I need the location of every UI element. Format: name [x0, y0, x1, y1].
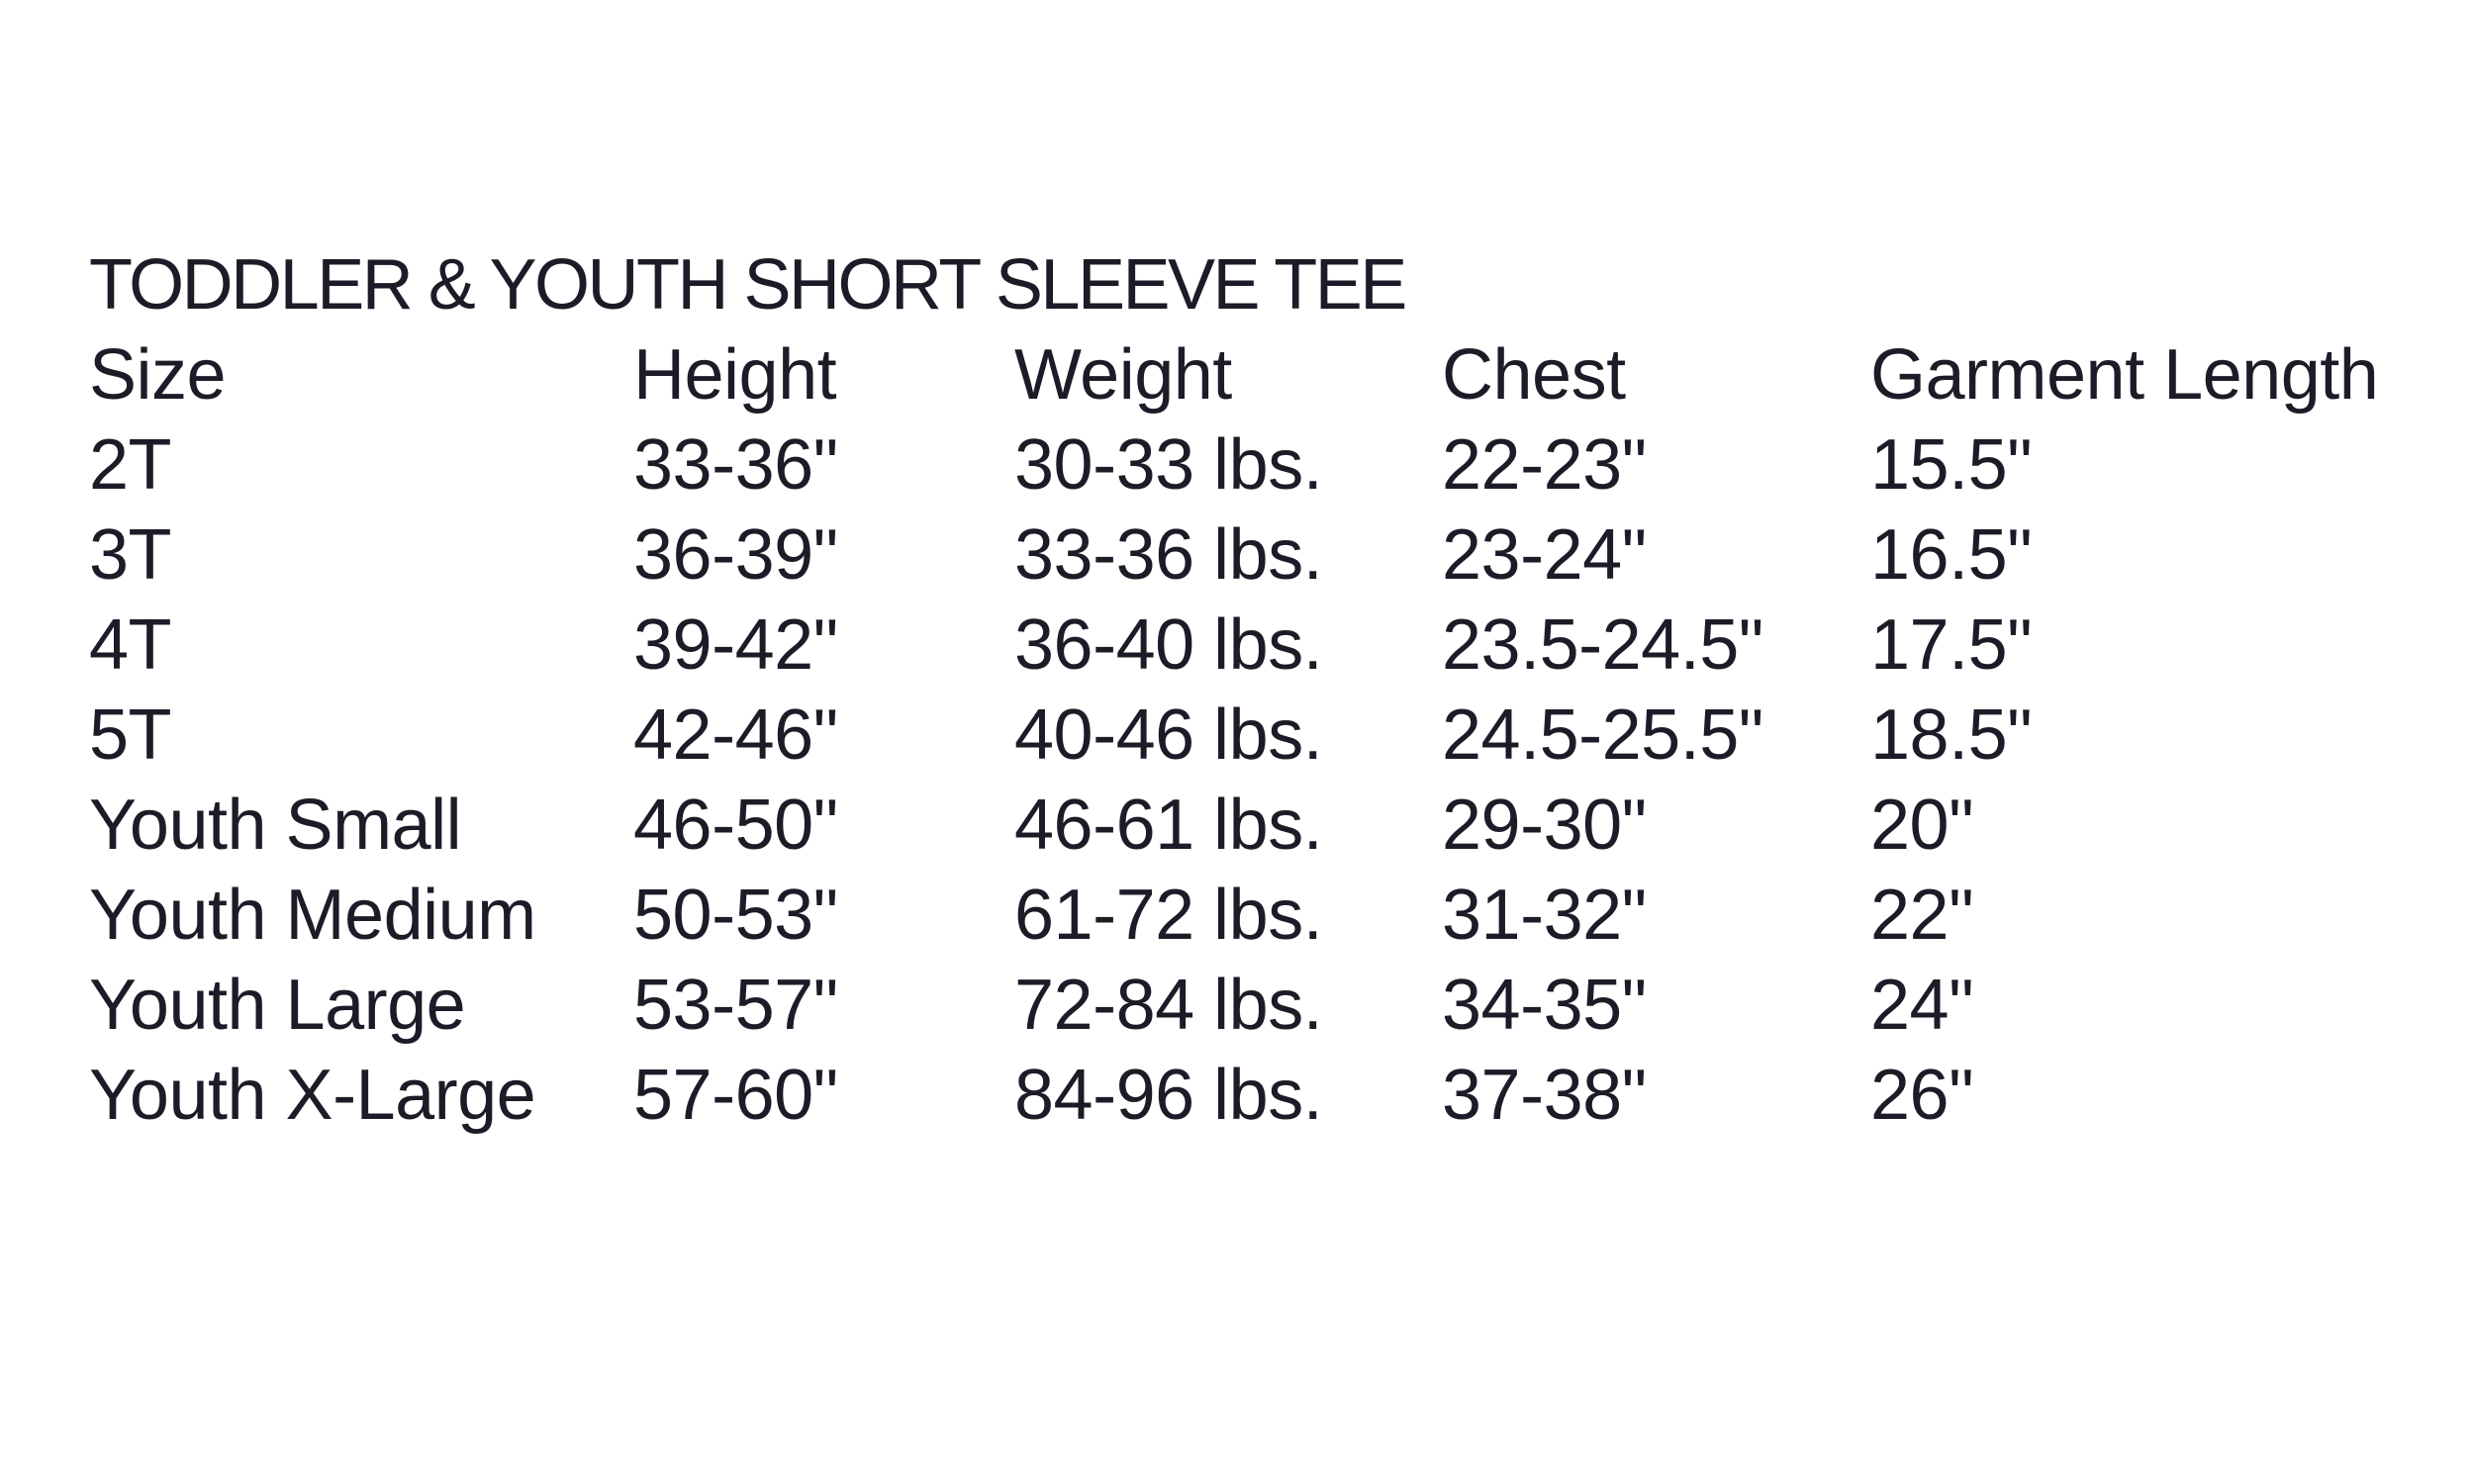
column-header-weight: Weight — [1014, 335, 1232, 415]
size-cell: Youth Large — [89, 966, 466, 1045]
chest-cell: 34-35" — [1442, 966, 1647, 1045]
height-cell: 57-60" — [633, 1056, 838, 1135]
size-cell: Youth Medium — [89, 876, 536, 955]
weight-cell: 84-96 lbs. — [1014, 1056, 1323, 1135]
weight-cell: 30-33 lbs. — [1014, 425, 1323, 505]
size-cell: 5T — [89, 696, 172, 775]
column-header-height: Height — [633, 335, 837, 415]
height-cell: 39-42" — [633, 605, 838, 685]
garment-length-cell: 20" — [1870, 786, 1974, 865]
chest-cell: 37-38" — [1442, 1056, 1647, 1135]
height-cell: 50-53" — [633, 876, 838, 955]
garment-length-cell: 15.5" — [1870, 425, 2033, 505]
size-cell: 4T — [89, 605, 172, 685]
chest-cell: 24.5-25.5" — [1442, 696, 1763, 775]
size-cell: Youth Small — [89, 786, 462, 865]
size-table: Size Height Weight Chest Garment Length … — [89, 330, 2474, 1141]
height-cell: 33-36" — [633, 425, 838, 505]
column-header-size: Size — [89, 335, 227, 415]
column-header-garment-length: Garment Length — [1870, 335, 2379, 415]
height-cell: 53-57" — [633, 966, 838, 1045]
weight-cell: 46-61 lbs. — [1014, 786, 1323, 865]
chest-cell: 31-32" — [1442, 876, 1647, 955]
garment-length-cell: 18.5" — [1870, 696, 2033, 775]
weight-cell: 33-36 lbs. — [1014, 515, 1323, 595]
chest-cell: 29-30" — [1442, 786, 1647, 865]
weight-cell: 61-72 lbs. — [1014, 876, 1323, 955]
page-title: TODDLER & YOUTH SHORT SLEEVE TEE — [89, 245, 1407, 325]
size-cell: 2T — [89, 425, 172, 505]
size-chart-document: TODDLER & YOUTH SHORT SLEEVE TEE Size He… — [89, 240, 2474, 1141]
column-header-chest: Chest — [1442, 335, 1626, 415]
garment-length-cell: 24" — [1870, 966, 1974, 1045]
size-cell: Youth X-Large — [89, 1056, 536, 1135]
weight-cell: 72-84 lbs. — [1014, 966, 1323, 1045]
garment-length-cell: 17.5" — [1870, 605, 2033, 685]
weight-cell: 40-46 lbs. — [1014, 696, 1323, 775]
garment-length-cell: 26" — [1870, 1056, 1974, 1135]
chest-cell: 23-24" — [1442, 515, 1647, 595]
garment-length-cell: 22" — [1870, 876, 1974, 955]
height-cell: 46-50" — [633, 786, 838, 865]
size-cell: 3T — [89, 515, 172, 595]
weight-cell: 36-40 lbs. — [1014, 605, 1323, 685]
garment-length-cell: 16.5" — [1870, 515, 2033, 595]
chest-cell: 22-23" — [1442, 425, 1647, 505]
height-cell: 36-39" — [633, 515, 838, 595]
height-cell: 42-46" — [633, 696, 838, 775]
chest-cell: 23.5-24.5" — [1442, 605, 1763, 685]
